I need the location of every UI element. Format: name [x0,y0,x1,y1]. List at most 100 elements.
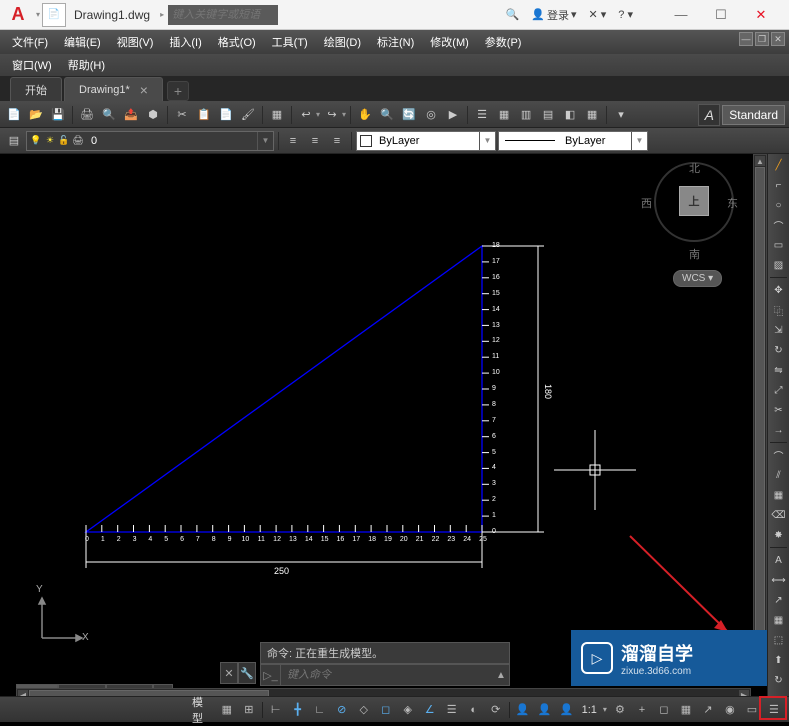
cut-icon[interactable]: ✂ [172,105,192,125]
new-icon[interactable]: 📄 [4,105,24,125]
dyninput-icon[interactable]: ╋ [289,700,307,720]
wheel-icon[interactable]: ◎ [421,105,441,125]
annoauto-icon[interactable]: 👤 [558,700,576,720]
layer-iso-icon[interactable]: ≡ [327,131,347,151]
circle-icon[interactable]: ○ [770,196,788,214]
print-icon[interactable]: 🖨 [77,105,97,125]
table-icon[interactable]: ▦ [770,611,788,629]
offset-icon[interactable]: ⫽ [770,466,788,484]
move-icon[interactable]: ✥ [770,281,788,299]
annomonitor-icon[interactable]: + [633,700,651,720]
markup-icon[interactable]: ◧ [560,105,580,125]
extrude-icon[interactable]: ⬆ [770,651,788,669]
cmd-wrench-icon[interactable]: 🔧 [238,662,256,684]
polar-icon[interactable]: ⊘ [333,700,351,720]
expand-icon[interactable]: ▾ [611,105,631,125]
login-button[interactable]: 👤 登录 ▾ [531,7,576,23]
rect-icon[interactable]: ▭ [770,236,788,254]
scrollbar-vertical[interactable]: ▲ ▼ [753,154,767,678]
menu-draw[interactable]: 绘图(D) [316,30,369,54]
3dosnap-icon[interactable]: ◈ [399,700,417,720]
cmd-expand-icon[interactable]: ▲ [493,670,509,681]
minimize-button[interactable]: — [661,2,701,28]
layer-dropdown-icon[interactable]: ▼ [257,132,273,150]
menu-file[interactable]: 文件(F) [4,30,56,54]
custom-icon[interactable]: ☰ [765,700,783,720]
properties-icon[interactable]: ☰ [472,105,492,125]
line-icon[interactable]: ╱ [770,156,788,174]
layer-combo[interactable]: 💡 ☀ 🔓 🖨 0 ▼ [26,131,274,151]
menu-view[interactable]: 视图(V) [109,30,162,54]
menu-format[interactable]: 格式(O) [210,30,264,54]
redo-icon[interactable]: ↪ [322,105,342,125]
layer-states-icon[interactable]: ≡ [283,131,303,151]
clean-icon[interactable]: ▭ [743,700,761,720]
linetype-combo[interactable]: ByLayer ▼ [498,131,648,151]
osnap-icon[interactable]: ◻ [377,700,395,720]
units-icon[interactable]: ◻ [655,700,673,720]
ortho-icon[interactable]: ∟ [311,700,329,720]
view-cube[interactable]: 上 北 南 西 东 WCS ▾ [649,162,739,292]
dim-icon[interactable]: ⟷ [770,571,788,589]
fillet-icon[interactable]: ⌒ [770,446,788,464]
tab-start[interactable]: 开始 [10,77,62,101]
block-icon[interactable]: ▦ [267,105,287,125]
stretch-icon[interactable]: ⇲ [770,321,788,339]
array-icon[interactable]: ▦ [770,486,788,504]
mirror-icon[interactable]: ⇋ [770,361,788,379]
menu-help[interactable]: 帮助(H) [60,53,113,77]
status-scale[interactable]: 1:1 [580,704,599,716]
hw-icon[interactable]: ↗ [699,700,717,720]
help-icon[interactable]: ? ▾ [618,8,633,21]
erase-icon[interactable]: ⌫ [770,506,788,524]
lineweight-icon[interactable]: ☰ [443,700,461,720]
open-icon[interactable]: 📂 [26,105,46,125]
designcenter-icon[interactable]: ▦ [494,105,514,125]
annoscale-icon[interactable]: 👤 [514,700,532,720]
explode-icon[interactable]: ✸ [770,526,788,544]
isolate-icon[interactable]: ◉ [721,700,739,720]
annotation-icon[interactable]: A [698,104,720,126]
otrack-icon[interactable]: ∠ [421,700,439,720]
text-icon[interactable]: A [770,551,788,569]
annoviz-icon[interactable]: 👤 [536,700,554,720]
iso-icon[interactable]: ◇ [355,700,373,720]
match-icon[interactable]: 🖌 [238,105,258,125]
save-icon[interactable]: 💾 [48,105,68,125]
undo-icon[interactable]: ↩ [296,105,316,125]
text-style-combo[interactable]: Standard [722,105,785,125]
hatch-icon[interactable]: ▨ [770,256,788,274]
scrollbar-v-thumb[interactable] [755,167,765,661]
revolve-icon[interactable]: ↻ [770,671,788,689]
close-button[interactable]: ✕ [741,2,781,28]
command-input[interactable] [281,669,493,681]
search-icon[interactable]: 🔍 [506,8,520,21]
cycle-icon[interactable]: ⟳ [487,700,505,720]
doc-minimize-icon[interactable]: — [739,32,753,46]
menu-window[interactable]: 窗口(W) [4,53,60,77]
menu-insert[interactable]: 插入(I) [161,30,209,54]
threed-icon[interactable]: ⬢ [143,105,163,125]
box-icon[interactable]: ⬚ [770,631,788,649]
rotate-icon[interactable]: ↻ [770,341,788,359]
scroll-up-icon[interactable]: ▲ [755,156,765,166]
workspace-icon[interactable]: ⚙ [611,700,629,720]
exchange-icon[interactable]: ✕ ▾ [589,8,607,21]
cube-top-face[interactable]: 上 [679,186,709,216]
motion-icon[interactable]: ▶ [443,105,463,125]
linetype-dropdown-icon[interactable]: ▼ [631,132,647,150]
copy2-icon[interactable]: ⿻ [770,301,788,319]
tab-add-button[interactable]: + [167,81,189,101]
scale-icon[interactable]: ⤢ [770,381,788,399]
status-model-label[interactable]: 模型 [190,694,214,726]
zoom-icon[interactable]: 🔍 [377,105,397,125]
extend-icon[interactable]: → [770,421,788,439]
preview-icon[interactable]: 🔍 [99,105,119,125]
tab-close-icon[interactable]: × [140,82,148,98]
doc-close-icon[interactable]: ✕ [771,32,785,46]
menu-edit[interactable]: 编辑(E) [56,30,109,54]
tab-drawing1[interactable]: Drawing1* × [64,77,163,101]
infer-icon[interactable]: ⊢ [267,700,285,720]
menu-dimension[interactable]: 标注(N) [369,30,422,54]
pan-icon[interactable]: ✋ [355,105,375,125]
